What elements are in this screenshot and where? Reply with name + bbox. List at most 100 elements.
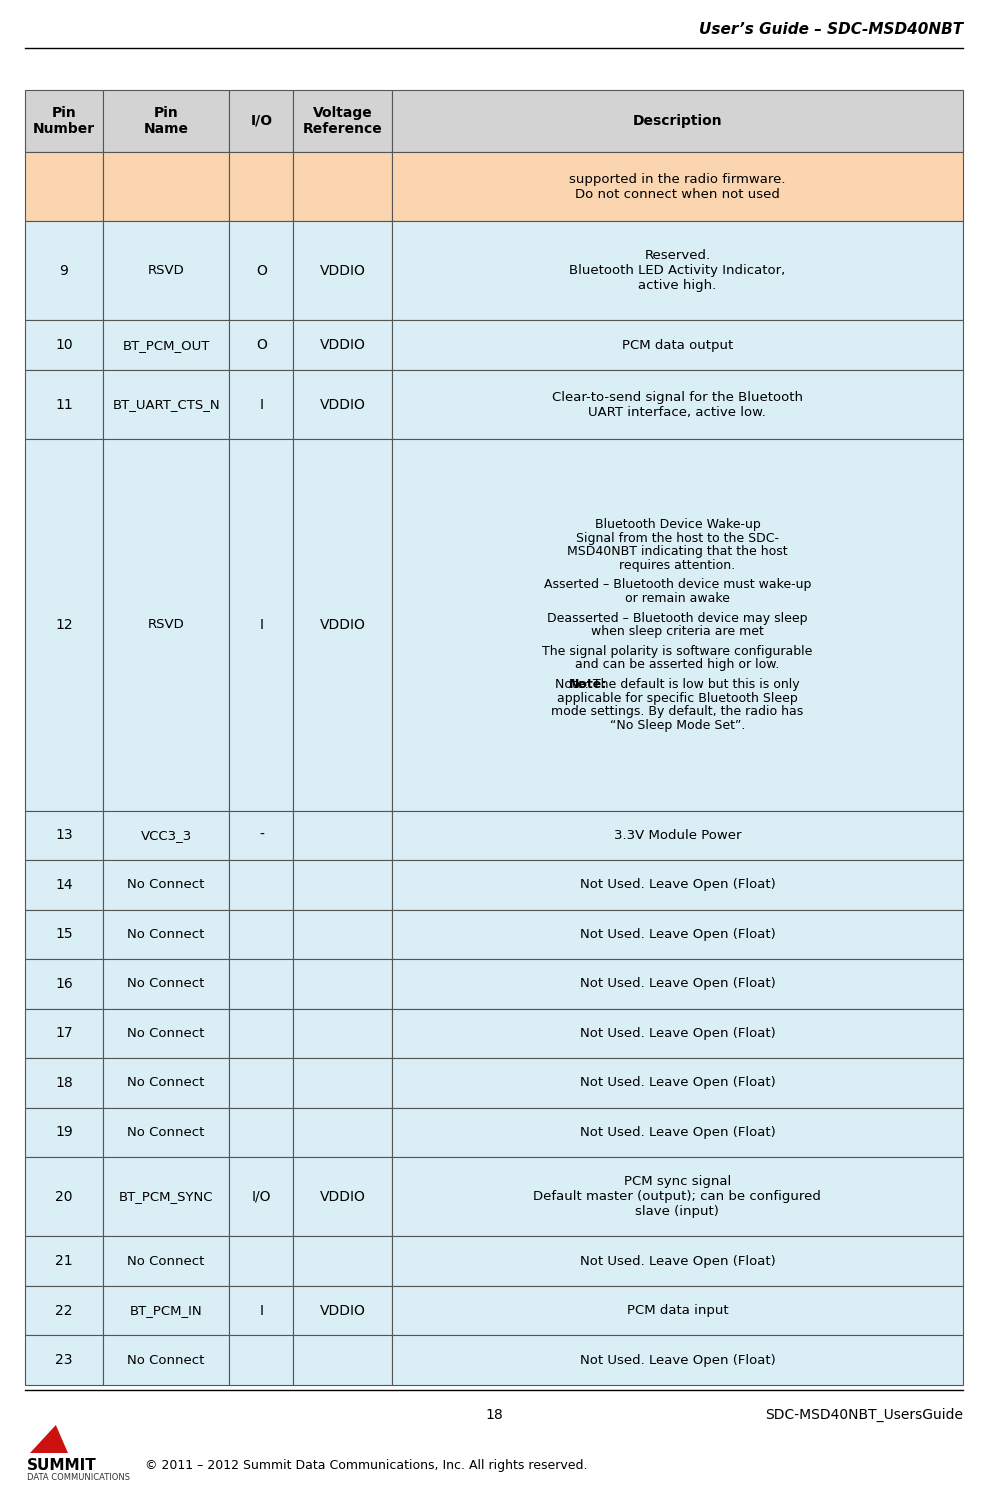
Text: SUMMIT: SUMMIT	[27, 1458, 97, 1473]
Text: mode settings. By default, the radio has: mode settings. By default, the radio has	[551, 705, 803, 719]
Bar	[25, 221, 103, 321]
Text: The signal polarity is software configurable: The signal polarity is software configur…	[542, 644, 812, 658]
Text: Not Used. Leave Open (Float): Not Used. Leave Open (Float)	[580, 1126, 776, 1139]
Bar	[229, 1059, 293, 1108]
Bar	[25, 321, 103, 370]
Bar	[293, 1008, 392, 1059]
Polygon shape	[30, 1426, 68, 1452]
Bar	[293, 860, 392, 910]
Bar	[229, 151, 293, 221]
Bar	[229, 860, 293, 910]
Text: and can be asserted high or low.: and can be asserted high or low.	[575, 658, 780, 671]
Text: VDDIO: VDDIO	[319, 398, 366, 411]
Bar	[293, 321, 392, 370]
Bar	[229, 440, 293, 811]
Text: No Connect: No Connect	[127, 1354, 205, 1366]
Text: O: O	[256, 339, 267, 352]
Bar	[103, 1157, 229, 1237]
Text: 10: 10	[55, 339, 73, 352]
Bar	[229, 811, 293, 860]
Bar	[293, 91, 392, 151]
Bar	[25, 910, 103, 959]
Bar	[103, 91, 229, 151]
Bar	[392, 811, 963, 860]
Text: Not Used. Leave Open (Float): Not Used. Leave Open (Float)	[580, 1028, 776, 1040]
Text: VCC3_3: VCC3_3	[140, 829, 192, 842]
Text: -: -	[259, 829, 264, 842]
Bar	[293, 1237, 392, 1286]
Bar	[25, 370, 103, 440]
Text: No Connect: No Connect	[127, 1126, 205, 1139]
Text: DATA COMMUNICATIONS: DATA COMMUNICATIONS	[27, 1473, 130, 1482]
Bar	[392, 221, 963, 321]
Bar	[103, 910, 229, 959]
Text: Not Used. Leave Open (Float): Not Used. Leave Open (Float)	[580, 1077, 776, 1090]
Text: VDDIO: VDDIO	[319, 1304, 366, 1317]
Text: RSVD: RSVD	[148, 264, 185, 278]
Bar	[103, 1335, 229, 1386]
Text: No Connect: No Connect	[127, 1028, 205, 1040]
Bar	[392, 1108, 963, 1157]
Bar	[392, 370, 963, 440]
Bar	[293, 151, 392, 221]
Text: VDDIO: VDDIO	[319, 618, 366, 633]
Bar	[103, 1237, 229, 1286]
Text: “No Sleep Mode Set”.: “No Sleep Mode Set”.	[610, 719, 745, 732]
Text: or remain awake: or remain awake	[625, 593, 730, 604]
Bar	[392, 959, 963, 1008]
Text: when sleep criteria are met: when sleep criteria are met	[591, 625, 764, 639]
Text: Note: The default is low but this is only: Note: The default is low but this is onl…	[555, 679, 799, 691]
Text: No Connect: No Connect	[127, 1077, 205, 1090]
Bar	[392, 1335, 963, 1386]
Bar	[229, 221, 293, 321]
Text: applicable for specific Bluetooth Sleep: applicable for specific Bluetooth Sleep	[557, 692, 797, 705]
Bar	[293, 1335, 392, 1386]
Text: BT_PCM_IN: BT_PCM_IN	[129, 1304, 203, 1317]
Text: Clear-to-send signal for the Bluetooth
UART interface, active low.: Clear-to-send signal for the Bluetooth U…	[552, 391, 803, 419]
Bar	[103, 321, 229, 370]
Bar	[392, 1157, 963, 1237]
Text: Reserved.
Bluetooth LED Activity Indicator,
active high.: Reserved. Bluetooth LED Activity Indicat…	[569, 249, 785, 293]
Bar	[25, 860, 103, 910]
Text: User’s Guide – SDC-MSD40NBT: User’s Guide – SDC-MSD40NBT	[699, 22, 963, 37]
Text: PCM sync signal
Default master (output); can be configured
slave (input): PCM sync signal Default master (output);…	[534, 1175, 821, 1218]
Bar	[25, 151, 103, 221]
Text: 20: 20	[55, 1189, 73, 1204]
Bar	[392, 910, 963, 959]
Bar	[25, 811, 103, 860]
Bar	[229, 1335, 293, 1386]
Bar	[25, 1108, 103, 1157]
Text: © 2011 – 2012 Summit Data Communications, Inc. All rights reserved.: © 2011 – 2012 Summit Data Communications…	[145, 1458, 588, 1472]
Bar	[293, 1286, 392, 1335]
Bar	[229, 370, 293, 440]
Text: Deasserted – Bluetooth device may sleep: Deasserted – Bluetooth device may sleep	[547, 612, 807, 625]
Text: 3.3V Module Power: 3.3V Module Power	[614, 829, 741, 842]
Text: Asserted – Bluetooth device must wake-up: Asserted – Bluetooth device must wake-up	[543, 578, 811, 591]
Text: Not Used. Leave Open (Float): Not Used. Leave Open (Float)	[580, 1354, 776, 1366]
Bar	[293, 811, 392, 860]
Text: 11: 11	[55, 398, 73, 411]
Text: O: O	[256, 264, 267, 278]
Bar	[229, 1237, 293, 1286]
Text: Bluetooth Device Wake-up: Bluetooth Device Wake-up	[595, 518, 760, 532]
Bar	[103, 1108, 229, 1157]
Bar	[25, 1237, 103, 1286]
Bar	[293, 1108, 392, 1157]
Bar	[103, 440, 229, 811]
Bar	[103, 1059, 229, 1108]
Text: Note:: Note:	[569, 679, 608, 691]
Text: 18: 18	[485, 1408, 503, 1423]
Text: I/O: I/O	[250, 114, 273, 128]
Bar	[25, 440, 103, 811]
Bar	[293, 440, 392, 811]
Bar	[392, 151, 963, 221]
Bar	[229, 1008, 293, 1059]
Text: RSVD: RSVD	[148, 618, 185, 631]
Text: 21: 21	[55, 1255, 73, 1268]
Bar	[229, 1157, 293, 1237]
Bar	[25, 1059, 103, 1108]
Text: SDC-MSD40NBT_UsersGuide: SDC-MSD40NBT_UsersGuide	[765, 1408, 963, 1423]
Text: BT_PCM_SYNC: BT_PCM_SYNC	[119, 1191, 213, 1203]
Text: 18: 18	[55, 1077, 73, 1090]
Text: Not Used. Leave Open (Float): Not Used. Leave Open (Float)	[580, 977, 776, 990]
